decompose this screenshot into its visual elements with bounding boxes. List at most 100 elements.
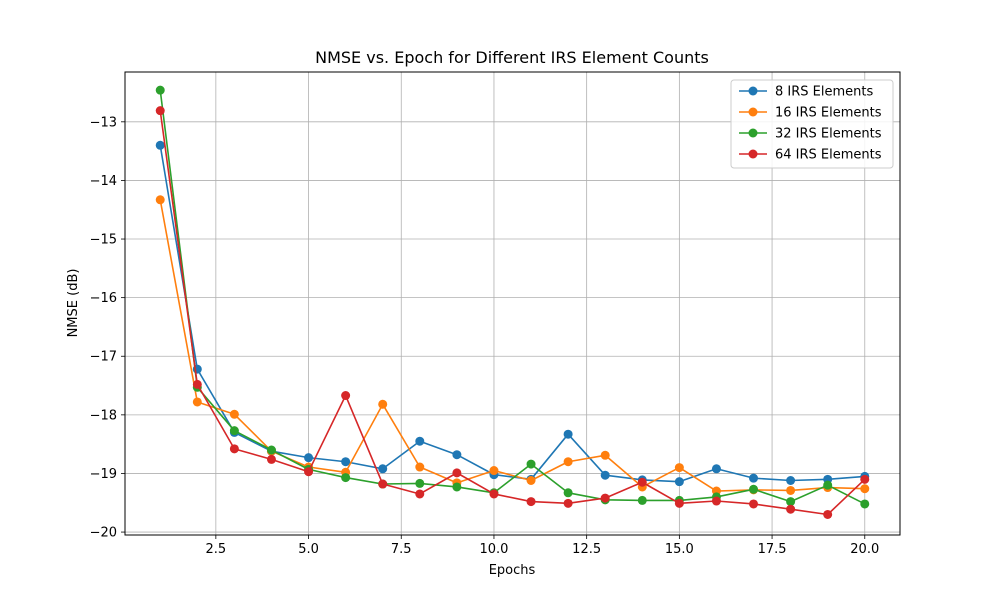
data-point bbox=[378, 464, 388, 474]
x-tick-label: 12.5 bbox=[572, 542, 601, 557]
data-point bbox=[266, 454, 276, 464]
data-point bbox=[526, 497, 536, 507]
legend-item: 16 IRS Elements bbox=[739, 106, 882, 121]
data-point bbox=[860, 499, 870, 509]
legend-marker bbox=[748, 86, 758, 96]
data-point bbox=[415, 478, 425, 488]
data-point bbox=[749, 484, 759, 494]
y-tick-label: −19 bbox=[90, 467, 117, 482]
data-point bbox=[489, 466, 499, 476]
data-point bbox=[266, 445, 276, 455]
x-tick-label: 17.5 bbox=[758, 542, 787, 557]
data-point bbox=[600, 493, 610, 503]
data-point bbox=[229, 426, 239, 436]
data-point bbox=[860, 474, 870, 484]
series-line bbox=[159, 90, 866, 505]
legend-label: 32 IRS Elements bbox=[775, 127, 882, 142]
data-point bbox=[155, 140, 165, 150]
series-line bbox=[159, 110, 866, 516]
data-point bbox=[711, 496, 721, 506]
x-tick-label: 5.0 bbox=[298, 542, 319, 557]
data-point bbox=[786, 497, 796, 507]
data-point bbox=[341, 457, 351, 467]
data-point bbox=[452, 482, 462, 492]
data-point bbox=[563, 498, 573, 508]
data-point bbox=[415, 436, 425, 446]
plot-area-frame bbox=[124, 71, 901, 536]
legend-marker bbox=[748, 107, 758, 117]
data-point bbox=[341, 473, 351, 483]
x-axis-ticks: 2.5 5.0 7.5 10.0 12.5 15.0 17.5 20.0 bbox=[206, 535, 879, 557]
y-axis-ticks: −20 −19 −18 −17 −16 −15 −14 −13 bbox=[90, 115, 125, 541]
series-2 bbox=[155, 195, 870, 496]
data-point bbox=[304, 467, 314, 477]
series-line bbox=[159, 145, 865, 483]
series-4 bbox=[155, 106, 870, 519]
x-tick-label: 7.5 bbox=[391, 542, 412, 557]
data-point bbox=[786, 475, 796, 485]
data-point bbox=[378, 479, 388, 489]
data-point bbox=[637, 495, 647, 505]
data-point bbox=[563, 429, 573, 439]
data-point bbox=[415, 489, 425, 499]
y-tick-label: −13 bbox=[90, 115, 117, 130]
data-point bbox=[229, 409, 239, 419]
legend-item: 64 IRS Elements bbox=[739, 148, 882, 163]
data-point bbox=[415, 462, 425, 472]
data-point bbox=[192, 379, 202, 389]
data-point bbox=[563, 457, 573, 467]
data-point bbox=[600, 470, 610, 480]
series-layer bbox=[155, 85, 870, 519]
data-point bbox=[378, 399, 388, 409]
legend-item: 8 IRS Elements bbox=[739, 85, 873, 100]
data-point bbox=[823, 509, 833, 519]
series-1 bbox=[155, 140, 870, 487]
grid bbox=[125, 72, 900, 535]
data-point bbox=[711, 464, 721, 474]
data-point bbox=[786, 485, 796, 495]
legend-label: 16 IRS Elements bbox=[775, 106, 882, 121]
x-tick-label: 15.0 bbox=[665, 542, 694, 557]
data-point bbox=[452, 468, 462, 478]
y-axis-title: NMSE (dB) bbox=[66, 269, 81, 338]
data-point bbox=[749, 499, 759, 509]
data-point bbox=[192, 397, 202, 407]
data-point bbox=[674, 477, 684, 487]
data-point bbox=[563, 488, 573, 498]
data-point bbox=[823, 480, 833, 490]
data-point bbox=[304, 453, 314, 463]
data-point bbox=[749, 473, 759, 483]
data-point bbox=[489, 489, 499, 499]
data-point bbox=[526, 459, 536, 469]
data-point bbox=[155, 85, 165, 95]
data-point bbox=[860, 484, 870, 494]
data-point bbox=[452, 450, 462, 460]
y-tick-label: −14 bbox=[90, 174, 117, 189]
y-tick-label: −17 bbox=[90, 350, 117, 365]
x-tick-label: 20.0 bbox=[850, 542, 879, 557]
legend-marker bbox=[748, 128, 758, 138]
x-axis-title: Epochs bbox=[489, 563, 536, 578]
data-point bbox=[155, 106, 165, 116]
data-point bbox=[155, 195, 165, 205]
data-point bbox=[637, 477, 647, 487]
data-point bbox=[786, 504, 796, 514]
data-point bbox=[674, 498, 684, 508]
data-point bbox=[229, 444, 239, 454]
x-tick-label: 10.0 bbox=[479, 542, 508, 557]
data-point bbox=[674, 463, 684, 473]
legend: 8 IRS Elements 16 IRS Elements 32 IRS Elem… bbox=[730, 79, 894, 169]
legend-frame bbox=[730, 79, 894, 169]
y-tick-label: −16 bbox=[90, 291, 117, 306]
legend-label: 64 IRS Elements bbox=[775, 148, 882, 163]
legend-label: 8 IRS Elements bbox=[775, 85, 873, 100]
chart-title: NMSE vs. Epoch for Different IRS Element… bbox=[315, 48, 709, 67]
x-tick-label: 2.5 bbox=[206, 542, 227, 557]
data-point bbox=[600, 450, 610, 460]
legend-marker bbox=[748, 149, 758, 159]
data-point bbox=[341, 391, 351, 401]
legend-item: 32 IRS Elements bbox=[739, 127, 882, 142]
y-tick-label: −15 bbox=[90, 233, 117, 248]
data-point bbox=[526, 475, 536, 485]
